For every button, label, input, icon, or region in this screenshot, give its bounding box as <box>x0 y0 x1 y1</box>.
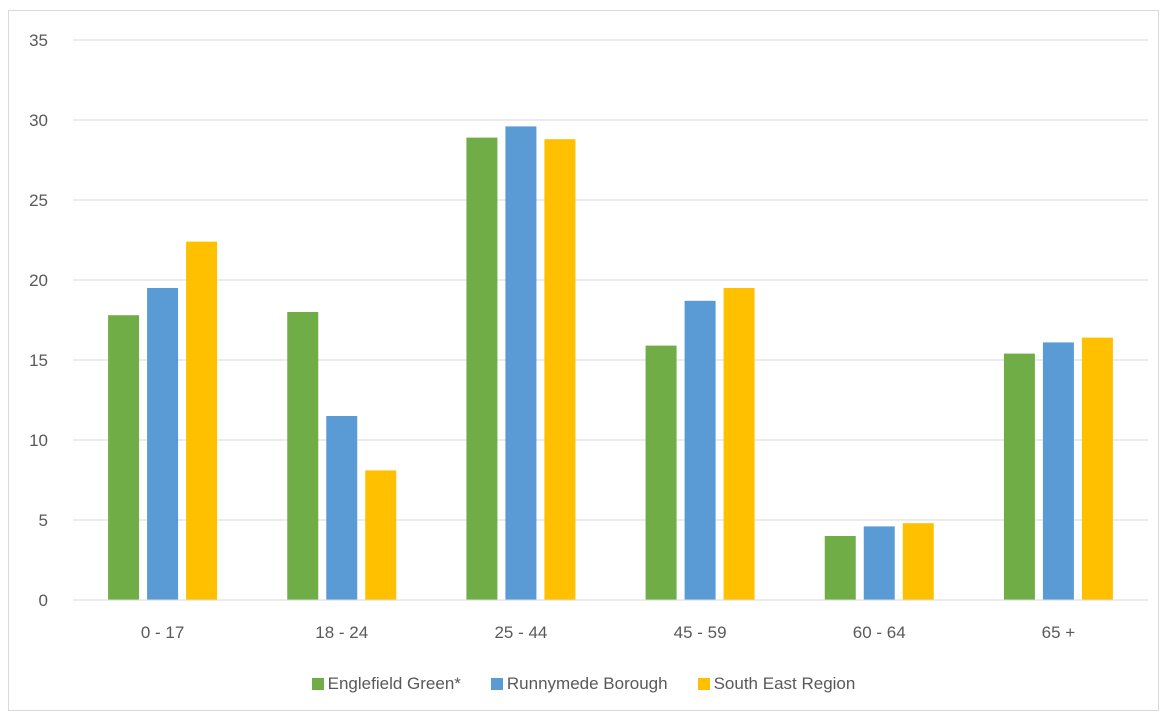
y-tick-label: 10 <box>29 431 48 450</box>
y-axis-tick-labels: 0 5 10 15 20 25 30 35 <box>29 31 48 610</box>
bar <box>544 139 576 600</box>
x-tick-label: 65 + <box>1042 623 1076 642</box>
legend-label: South East Region <box>713 674 856 693</box>
y-tick-label: 30 <box>29 111 48 130</box>
bar <box>466 137 498 600</box>
bar <box>108 315 140 600</box>
x-axis-tick-labels: 0 - 17 18 - 24 25 - 44 45 - 59 60 - 64 65 + <box>141 623 1075 642</box>
legend-label: Englefield Green* <box>327 674 461 693</box>
bar <box>326 416 358 600</box>
bar <box>824 536 856 600</box>
bar <box>505 126 537 601</box>
x-tick-label: 45 - 59 <box>674 623 727 642</box>
x-tick-label: 60 - 64 <box>853 623 906 642</box>
gridlines <box>73 39 1148 521</box>
legend-swatch <box>311 678 324 690</box>
y-tick-label: 0 <box>39 591 48 610</box>
x-tick-label: 25 - 44 <box>494 623 547 642</box>
legend-swatch <box>697 678 710 690</box>
bar <box>902 523 934 600</box>
bar <box>186 241 218 600</box>
legend-item: Runnymede Borough <box>490 674 668 694</box>
legend-label: Runnymede Borough <box>506 674 668 693</box>
bar <box>863 526 895 600</box>
y-tick-label: 35 <box>29 31 48 50</box>
legend-item: Englefield Green* <box>311 674 461 694</box>
bar <box>1081 337 1113 600</box>
legend: Englefield Green* Runnymede Borough South … <box>0 672 1167 696</box>
y-tick-label: 25 <box>29 191 48 210</box>
x-tick-label: 18 - 24 <box>315 623 368 642</box>
bar <box>1003 353 1035 600</box>
legend-swatch <box>490 678 503 690</box>
bars <box>108 126 1113 601</box>
bar <box>723 288 755 600</box>
bar <box>287 312 319 600</box>
y-tick-label: 20 <box>29 271 48 290</box>
y-tick-label: 5 <box>39 511 48 530</box>
bar <box>645 345 677 600</box>
y-tick-label: 15 <box>29 351 48 370</box>
bar <box>365 470 397 600</box>
bar <box>147 288 179 600</box>
bar <box>684 300 716 600</box>
x-tick-label: 0 - 17 <box>141 623 184 642</box>
legend-item: South East Region <box>697 674 856 694</box>
bar <box>1042 342 1074 600</box>
